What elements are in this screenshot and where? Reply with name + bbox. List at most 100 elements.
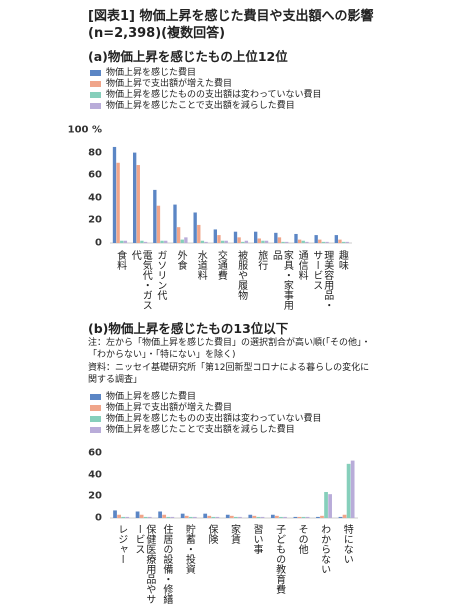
bar: [338, 516, 343, 518]
y-tick-label: 40: [88, 469, 102, 481]
bar: [277, 237, 282, 243]
bar: [316, 516, 320, 518]
chart-title: (b)物価上昇を感じたもの13位以下: [88, 321, 289, 336]
bar: [350, 460, 355, 518]
x-tick-label: 貯蓄・投資: [183, 524, 195, 574]
bar: [301, 240, 305, 243]
bar: [275, 515, 279, 518]
bar: [233, 231, 238, 243]
y-tick-label: 0: [95, 512, 102, 524]
bar: [166, 516, 171, 518]
bar: [264, 240, 269, 243]
x-tick-label: 外食: [175, 250, 187, 270]
bar: [162, 514, 167, 518]
bar: [285, 241, 289, 243]
source: 資料：ニッセイ基礎研究所「第12回新型コロナによる暮らしの変化に関する調査」: [88, 363, 370, 385]
x-tick-label: 交通費: [215, 250, 227, 280]
bar: [135, 511, 140, 518]
legend-label: 物価上昇を感じた費目: [106, 68, 197, 78]
bar: [234, 516, 238, 518]
y-tick-label: 20: [88, 490, 102, 502]
bar: [207, 515, 212, 518]
legend-label: 物価上昇で支出額が増えた費目: [106, 79, 233, 89]
bar: [139, 514, 144, 518]
legend-swatch: [90, 81, 101, 87]
bar: [180, 239, 184, 243]
legend-label: 物価上昇を感じたものの支出額は変わっていない費目: [106, 90, 322, 100]
bar: [193, 212, 197, 243]
bar: [140, 240, 144, 243]
bar: [213, 229, 217, 243]
x-tick-label: 習い事: [251, 524, 263, 554]
bar: [297, 239, 302, 243]
bar: [117, 514, 121, 518]
bar: [184, 515, 189, 518]
bar: [318, 239, 322, 243]
bar: [170, 516, 175, 518]
bar: [180, 513, 185, 518]
y-tick-label: 60: [88, 169, 102, 181]
bar: [256, 516, 261, 518]
bar: [112, 146, 117, 243]
bar: [248, 514, 253, 518]
bar: [293, 516, 298, 518]
bar: [338, 239, 342, 243]
x-tick-label: わからない: [318, 524, 330, 574]
x-tick-label: 旅行: [255, 250, 267, 270]
bar: [320, 515, 324, 518]
bar: [261, 240, 265, 243]
y-tick-label: 80: [88, 147, 102, 159]
bar: [156, 205, 161, 243]
bar: [283, 516, 287, 518]
bar: [200, 240, 205, 243]
bar: [160, 240, 164, 243]
bar: [125, 516, 130, 518]
y-tick-label: 0: [95, 237, 102, 249]
legend-swatch: [90, 394, 101, 400]
x-tick-label: 通信料: [296, 250, 308, 280]
bar: [253, 231, 258, 243]
x-tick-label: 趣味: [336, 250, 348, 270]
bar: [211, 516, 216, 518]
bar: [260, 516, 265, 518]
legend-swatch: [90, 103, 101, 109]
x-tick-label: レジャー: [115, 524, 127, 564]
bar: [188, 516, 193, 518]
x-tick-label: 住居の設備・修繕: [160, 524, 172, 604]
bar: [294, 233, 298, 243]
y-tick-label: 100 %: [67, 124, 102, 136]
bar: [184, 237, 188, 243]
bar: [173, 204, 177, 243]
bar: [314, 235, 318, 243]
chart-title: (a)物価上昇を感じたもの上位12位: [88, 49, 288, 64]
legend-swatch: [90, 416, 101, 422]
legend-label: 物価上昇を感じたものの支出額は変わっていない費目: [106, 414, 322, 424]
bar: [147, 516, 152, 518]
bar: [113, 510, 117, 518]
x-tick-label: 保険: [205, 524, 217, 544]
bar: [237, 237, 241, 243]
bar: [143, 516, 148, 518]
bar: [136, 165, 140, 243]
bar: [334, 235, 338, 243]
bar: [328, 494, 332, 518]
bar: [345, 241, 349, 243]
bar: [116, 162, 120, 243]
bar: [341, 241, 346, 243]
y-tick-label: 20: [88, 214, 102, 226]
bar: [324, 492, 328, 518]
x-tick-label: 被服や履物: [235, 250, 247, 300]
x-tick-label: 特にない: [341, 524, 353, 564]
header-title: [図表1] 物価上昇を感じた費目や支出額への影響(n=2,398)(複数回答): [88, 9, 374, 41]
legend-swatch: [90, 70, 101, 76]
bar: [270, 514, 275, 518]
bar: [238, 516, 242, 518]
bar: [192, 516, 197, 518]
y-tick-label: 40: [88, 192, 102, 204]
bar: [164, 240, 168, 243]
bar: [143, 241, 148, 243]
bar: [279, 516, 283, 518]
bar: [132, 152, 137, 243]
